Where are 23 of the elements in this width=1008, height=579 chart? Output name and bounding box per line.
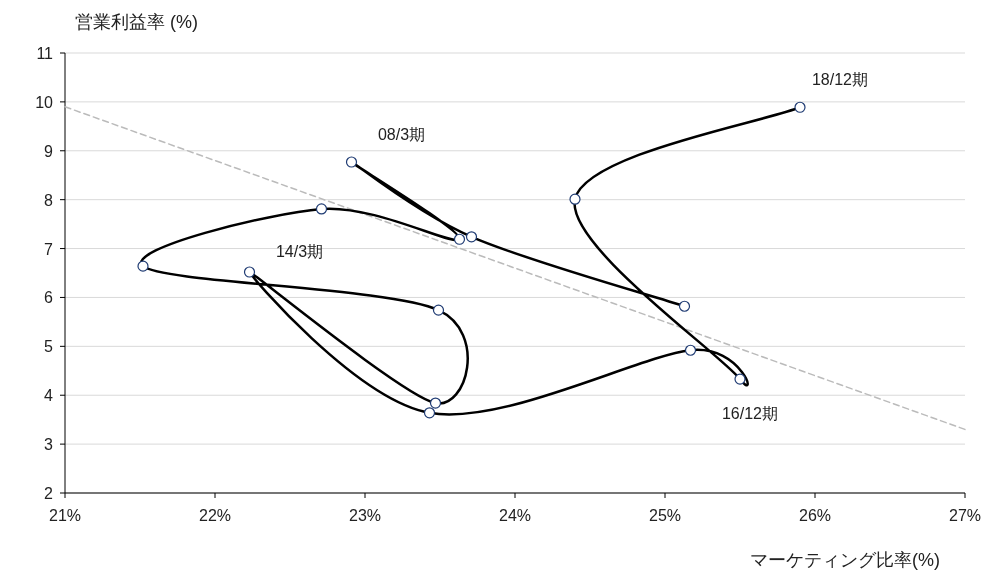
annotation: 16/12期	[721, 405, 779, 423]
annotation: 08/3期	[377, 126, 426, 144]
annotation: 18/12期	[811, 71, 869, 89]
y-tick-label: 5	[44, 338, 54, 356]
y-tick-label: 11	[36, 45, 54, 62]
x-axis-title: マーケティング比率(%)	[750, 550, 940, 570]
y-tick-label: 8	[44, 191, 54, 209]
x-tick-label: 21%	[48, 507, 82, 524]
x-tick-label: 23%	[348, 507, 382, 524]
y-tick-label: 9	[44, 142, 54, 160]
x-tick-label: 26%	[798, 507, 832, 524]
annotation: 14/3期	[275, 243, 324, 261]
y-tick-label: 6	[44, 289, 54, 307]
x-tick-label: 22%	[198, 507, 232, 524]
y-tick-label: 7	[44, 240, 54, 258]
x-tick-label: 25%	[648, 507, 682, 524]
x-tick-label: 24%	[498, 507, 532, 524]
y-axis-title: 営業利益率 (%)	[75, 12, 198, 32]
y-tick-label: 2	[44, 485, 54, 502]
y-tick-label: 10	[35, 93, 54, 111]
y-tick-label: 3	[44, 436, 54, 454]
y-tick-label: 4	[44, 387, 54, 405]
x-tick-label: 27%	[948, 507, 982, 524]
